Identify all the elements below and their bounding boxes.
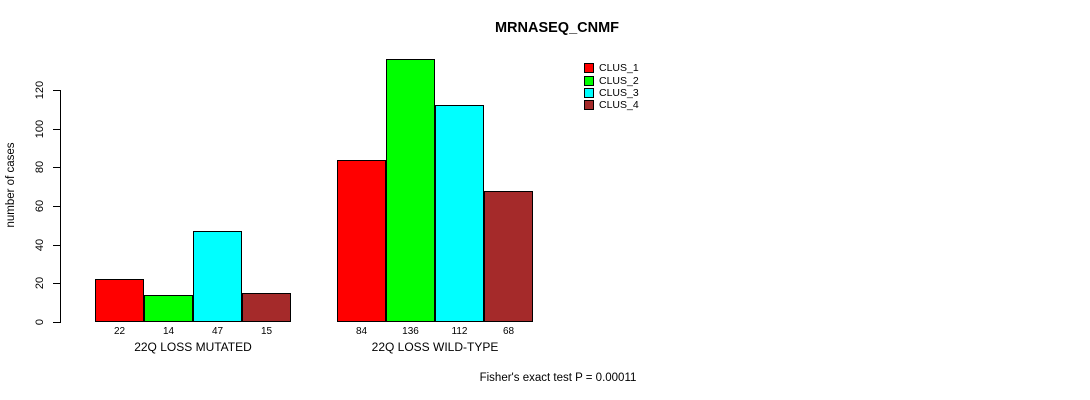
y-axis-tick-label: 60: [34, 199, 46, 213]
y-axis-tick-label: 120: [34, 80, 46, 100]
y-axis-tick-label: 40: [34, 238, 46, 251]
bar-value-label: 136: [402, 326, 419, 337]
bar-value-label: 15: [260, 326, 273, 337]
bar-clus_1: [95, 279, 144, 322]
bar-value-label: 112: [451, 326, 468, 337]
legend-label: CLUS_4: [599, 99, 639, 112]
legend: CLUS_1 CLUS_2 CLUS_3 CLUS_4: [584, 62, 639, 112]
y-axis-tick-label: 20: [34, 277, 46, 290]
y-axis-tick: [53, 167, 60, 169]
x-axis-group-label: 22Q LOSS WILD-TYPE: [371, 340, 499, 354]
y-axis-tick: [53, 90, 60, 91]
bar-value-label: 84: [355, 326, 368, 337]
y-axis-tick: [53, 206, 60, 207]
y-axis-tick-label: 100: [34, 119, 46, 138]
bar-clus_3: [193, 231, 242, 322]
bar-value-label: 47: [211, 326, 224, 337]
bar-clus_2: [386, 59, 435, 322]
legend-color-swatch-clus_3: [584, 87, 594, 98]
x-axis-group-label: 22Q LOSS MUTATED: [134, 340, 252, 354]
legend-label: CLUS_1: [599, 62, 639, 75]
bar-clus_3: [435, 105, 484, 322]
y-axis-label: number of cases: [5, 142, 17, 228]
y-axis-tick: [53, 244, 60, 246]
legend-item: CLUS_1: [584, 62, 639, 74]
bar-clus_2: [144, 295, 193, 322]
y-axis-tick-label: 0: [34, 318, 46, 326]
y-axis-line: [60, 90, 61, 323]
legend-label: CLUS_3: [599, 86, 639, 99]
fisher-test-caption: Fisher's exact test P = 0.00011: [479, 372, 637, 384]
y-axis-tick: [53, 283, 60, 285]
bar-clus_4: [484, 191, 533, 322]
bar-value-label: 22: [113, 326, 126, 337]
y-axis-tick: [53, 128, 60, 130]
legend-color-swatch-clus_1: [584, 63, 594, 74]
legend-color-swatch-clus_2: [584, 75, 594, 86]
legend-item: CLUS_2: [584, 74, 639, 87]
legend-item: CLUS_4: [584, 99, 639, 111]
bar-clus_1: [337, 160, 386, 322]
y-axis-tick: [53, 322, 60, 323]
legend-item: CLUS_3: [584, 87, 639, 99]
bar-clus_4: [242, 293, 291, 322]
bar-value-label: 68: [502, 326, 515, 337]
y-axis-tick-label: 80: [34, 161, 46, 174]
legend-label: CLUS_2: [599, 74, 639, 87]
chart-title: MRNASEQ_CNMF: [494, 20, 620, 36]
bar-value-label: 14: [162, 326, 175, 337]
legend-color-swatch-clus_4: [584, 100, 594, 111]
